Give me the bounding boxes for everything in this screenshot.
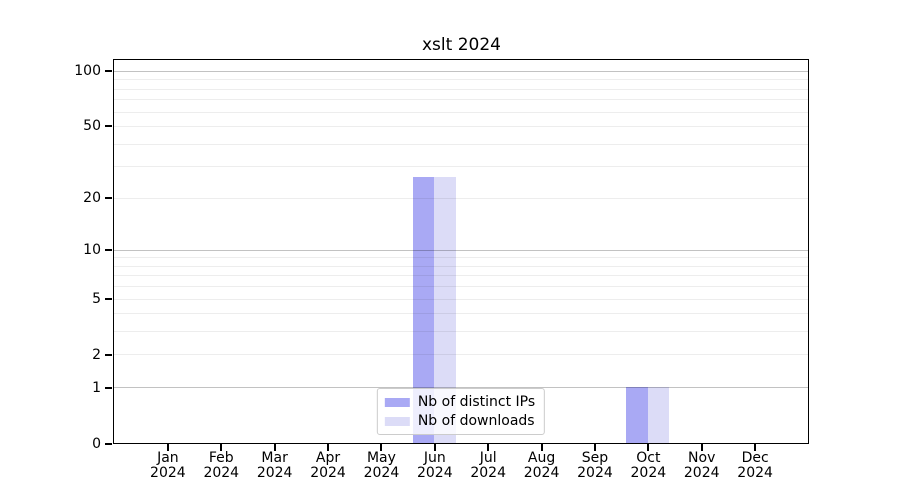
gridline-minor	[114, 313, 808, 315]
legend-swatch-distinct-ips	[384, 397, 410, 407]
gridline-minor	[114, 166, 808, 168]
x-axis-tick	[220, 444, 223, 451]
gridline-minor	[114, 286, 808, 288]
x-axis-tick-label: Nov 2024	[683, 450, 720, 481]
bar-nb-of-downloads-oct-2024	[647, 387, 670, 443]
y-axis-tick-label: 50	[83, 118, 101, 135]
x-axis-tick	[647, 444, 650, 451]
gridline-minor	[114, 257, 808, 259]
y-axis-tick	[105, 298, 112, 301]
legend: Nb of distinct IPs Nb of downloads	[376, 388, 546, 435]
x-axis-tick	[754, 444, 757, 451]
gridline-minor	[114, 79, 808, 81]
x-axis-tick-label: Jan 2024	[150, 450, 186, 481]
gridline-minor	[114, 275, 808, 277]
bar-nb-of-distinct-ips-oct-2024	[626, 387, 648, 443]
chart-title: xslt 2024	[422, 35, 501, 55]
legend-swatch-downloads	[384, 416, 410, 426]
y-axis-tick-label: 20	[83, 190, 101, 207]
x-axis-tick	[700, 444, 703, 451]
x-axis-tick-label: Feb 2024	[203, 450, 240, 481]
gridline-minor	[114, 354, 808, 356]
bar-nb-of-distinct-ips-jun-2024	[412, 177, 435, 443]
x-axis-tick	[540, 444, 543, 451]
x-axis-tick-label: May 2024	[363, 450, 400, 481]
y-axis-tick	[105, 386, 112, 389]
gridline-minor	[114, 197, 808, 199]
y-axis-tick	[105, 353, 112, 356]
y-axis-tick-label: 100	[74, 63, 101, 80]
y-axis-tick	[105, 442, 112, 445]
x-axis-tick-label: Apr 2024	[310, 450, 346, 481]
plot-area: Nb of distinct IPs Nb of downloads	[113, 59, 809, 444]
y-axis-tick-label: 5	[92, 291, 101, 308]
x-axis-tick	[433, 444, 436, 451]
legend-entry-distinct-ips: Nb of distinct IPs	[384, 394, 536, 410]
gridline-minor	[114, 143, 808, 145]
gridline-minor	[114, 99, 808, 101]
bar-nb-of-downloads-jun-2024	[434, 177, 456, 443]
x-axis-tick-label: Jul 2024	[470, 450, 506, 481]
x-axis-tick-label: Dec 2024	[737, 450, 773, 481]
x-axis-tick-label: Aug 2024	[523, 450, 560, 481]
x-axis-tick	[273, 444, 276, 451]
legend-label-distinct-ips: Nb of distinct IPs	[417, 394, 536, 410]
bars-layer	[114, 60, 808, 443]
gridline-minor	[114, 111, 808, 113]
x-axis-tick-label: Mar 2024	[256, 450, 293, 481]
x-axis-tick-label: Sep 2024	[577, 450, 613, 481]
gridline-minor	[114, 265, 808, 267]
x-axis-tick-label: Jun 2024	[416, 450, 453, 481]
x-axis-tick	[380, 444, 383, 451]
y-axis-tick	[105, 125, 112, 128]
y-axis-tick-label: 2	[92, 346, 101, 363]
x-axis-tick	[327, 444, 330, 451]
gridline-minor	[114, 125, 808, 127]
y-axis-tick-label: 1	[92, 379, 101, 396]
gridline-major	[114, 70, 808, 72]
gridline-major	[114, 249, 808, 251]
y-axis-tick	[105, 249, 112, 252]
x-axis-tick	[487, 444, 490, 451]
gridline-minor	[114, 88, 808, 90]
legend-entry-downloads: Nb of downloads	[384, 413, 535, 429]
x-axis-tick-label: Oct 2024	[630, 450, 667, 481]
y-axis-tick-label: 10	[83, 242, 101, 259]
grid-layer	[114, 60, 808, 443]
gridline-minor	[114, 298, 808, 300]
x-axis-tick	[593, 444, 596, 451]
gridline-minor	[114, 331, 808, 333]
gridline-major	[114, 387, 808, 389]
y-axis-tick	[105, 70, 112, 73]
y-axis-tick	[105, 197, 112, 200]
x-axis-tick	[166, 444, 169, 451]
y-axis-tick-label: 0	[92, 435, 101, 452]
legend-label-downloads: Nb of downloads	[417, 413, 535, 429]
